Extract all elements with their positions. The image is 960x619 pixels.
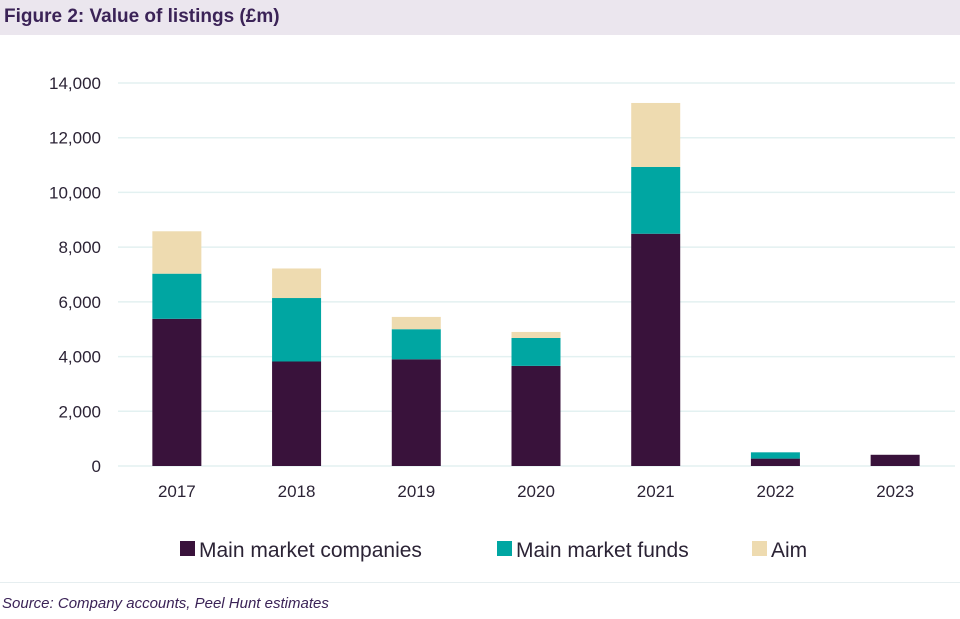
divider [0,582,960,583]
x-tick-label: 2019 [397,482,435,501]
bar-segment [391,329,441,360]
x-tick-label: 2023 [876,482,914,501]
bar-segment [631,102,681,167]
x-tick-label: 2022 [757,482,795,501]
y-tick-label: 0 [92,457,101,476]
bar-segment [152,318,202,466]
bar-segment [631,166,681,234]
bar-segment [511,365,561,466]
y-tick-label: 6,000 [58,293,101,312]
bar-segment [391,316,441,330]
bar-segment [750,452,800,459]
bar-segment [870,454,920,466]
y-tick-label: 8,000 [58,238,101,257]
legend-label: Main market funds [516,539,689,562]
bar-segment [272,298,322,362]
legend-swatch [752,541,767,556]
bar-segment [152,273,202,319]
y-tick-label: 2,000 [58,402,101,421]
bar-segment [511,331,561,338]
chart-title: Figure 2: Value of listings (£m) [4,6,280,27]
legend-swatch [180,541,195,556]
y-tick-label: 14,000 [49,74,101,93]
bar-segment [511,337,561,366]
bar-segment [750,458,800,466]
source-note: Source: Company accounts, Peel Hunt esti… [2,595,329,612]
y-tick-label: 10,000 [49,183,101,202]
legend-label: Main market companies [199,539,422,562]
x-tick-label: 2021 [637,482,675,501]
title-bar: Figure 2: Value of listings (£m) [0,0,960,35]
x-tick-label: 2018 [278,482,316,501]
bar-segment [631,233,681,466]
bar-segment [391,359,441,466]
legend-label: Aim [771,539,807,562]
y-tick-label: 4,000 [58,348,101,367]
legend-swatch [497,541,512,556]
y-tick-label: 12,000 [49,129,101,148]
bar-segment [272,268,322,299]
x-tick-label: 2020 [517,482,555,501]
bar-segment [272,361,322,466]
bar-segment [152,231,202,274]
x-tick-label: 2017 [158,482,196,501]
